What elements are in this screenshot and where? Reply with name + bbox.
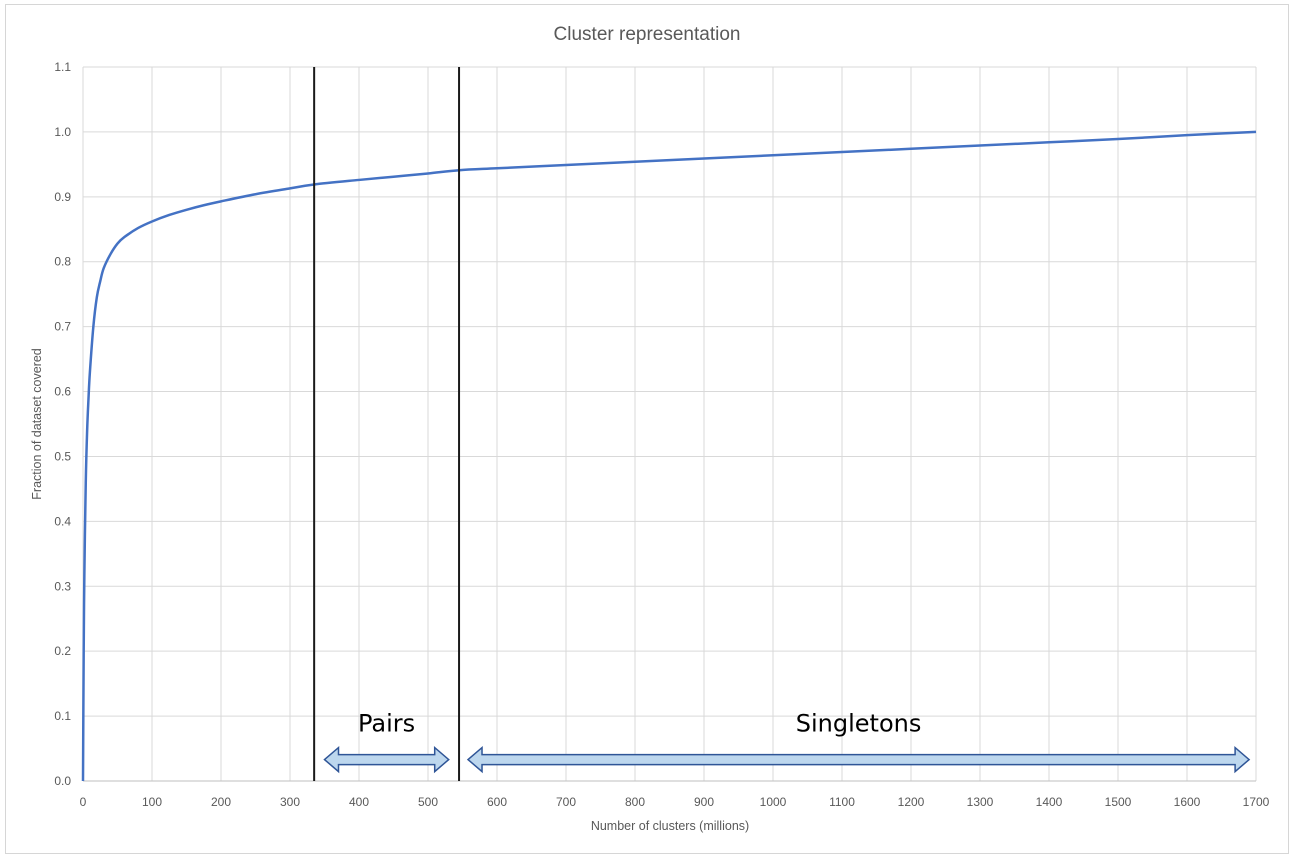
- x-tick-label: 0: [80, 795, 87, 809]
- x-tick-label: 1400: [1036, 795, 1063, 809]
- y-tick-label: 0.6: [54, 385, 71, 399]
- x-tick-label: 300: [280, 795, 300, 809]
- region-annotations: Pairs Singletons: [323, 710, 1251, 774]
- y-axis-ticks: 0.0 0.1 0.2 0.3 0.4 0.5 0.6 0.7 0.8 0.9 1.0 1.1: [54, 60, 71, 788]
- x-tick-label: 100: [142, 795, 162, 809]
- x-tick-label: 900: [694, 795, 714, 809]
- x-tick-label: 400: [349, 795, 369, 809]
- y-tick-label: 0.0: [54, 774, 71, 788]
- y-tick-label: 0.3: [54, 579, 71, 593]
- range-arrow: [323, 745, 450, 774]
- y-axis-label: Fraction of dataset covered: [30, 348, 44, 500]
- x-tick-label: 1000: [760, 795, 787, 809]
- chart-frame: [5, 4, 1289, 854]
- region-dividers: [313, 67, 461, 781]
- y-tick-label: 0.7: [54, 320, 71, 334]
- chart-title: Cluster representation: [554, 24, 741, 45]
- x-tick-label: 1300: [967, 795, 994, 809]
- y-tick-label: 0.2: [54, 644, 71, 658]
- range-arrow: [466, 745, 1251, 774]
- grid-lines: [82, 66, 1257, 782]
- range-label: Singletons: [796, 710, 922, 738]
- y-tick-label: 1.1: [54, 60, 71, 74]
- x-tick-label: 600: [487, 795, 507, 809]
- x-axis-label: Number of clusters (millions): [591, 819, 749, 833]
- series-layer: [81, 130, 1257, 782]
- x-tick-label: 1100: [829, 795, 855, 809]
- y-tick-label: 0.9: [54, 190, 71, 204]
- y-tick-label: 1.0: [54, 125, 71, 139]
- x-tick-label: 800: [625, 795, 645, 809]
- x-tick-label: 1500: [1105, 795, 1132, 809]
- x-tick-label: 700: [556, 795, 576, 809]
- y-tick-label: 0.4: [54, 514, 71, 528]
- y-tick-label: 0.1: [54, 709, 71, 723]
- x-tick-label: 1600: [1174, 795, 1201, 809]
- y-tick-label: 0.8: [54, 255, 71, 269]
- range-label: Pairs: [358, 710, 415, 738]
- x-tick-label: 1200: [898, 795, 925, 809]
- y-tick-label: 0.5: [54, 449, 71, 463]
- x-tick-label: 500: [418, 795, 438, 809]
- series-line: [81, 130, 1257, 782]
- x-tick-label: 200: [211, 795, 231, 809]
- x-axis-ticks: 0 100 200 300 400 500 600 700 800 900 1000 1100 1200…: [80, 795, 1270, 809]
- x-tick-label: 1700: [1243, 795, 1270, 809]
